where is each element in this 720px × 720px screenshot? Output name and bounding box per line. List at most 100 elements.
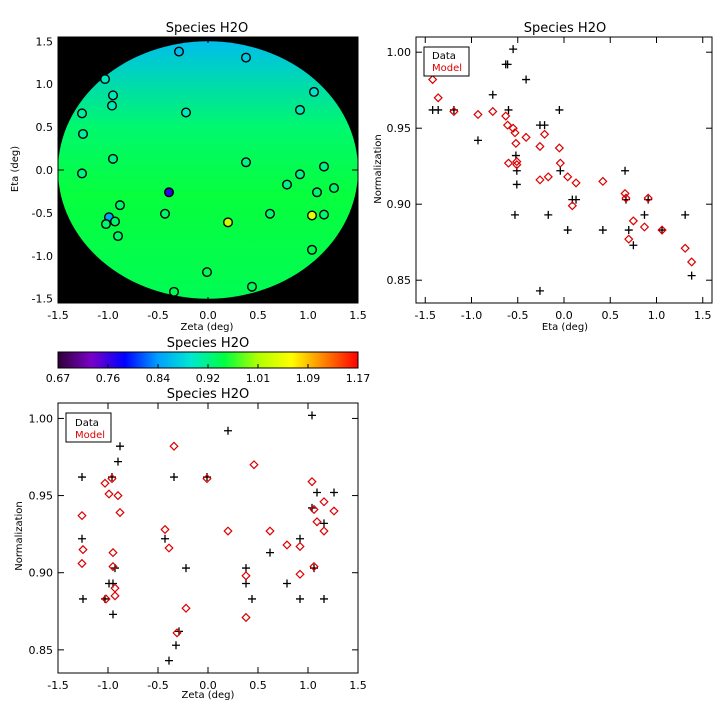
station-marker	[329, 183, 340, 194]
eta-chart-x-tick-label: 1.5	[694, 309, 712, 322]
colorbar-panel: Species H2O 0.67 0.76 0.84 0.92 1.01 1.09 1.17	[46, 336, 371, 385]
zeta-chart-model-point	[249, 460, 259, 470]
eta-chart-legend-model: Model	[432, 63, 462, 74]
zeta-chart-data-point	[224, 426, 232, 435]
zeta-chart-data-point	[320, 594, 328, 603]
zeta-chart-model-point	[160, 524, 170, 535]
station-marker	[246, 281, 257, 292]
zeta-chart-model-point	[329, 506, 339, 516]
eta-chart-data-point	[563, 226, 572, 235]
eta-chart-model-point	[535, 141, 545, 152]
zeta-chart-data-point	[78, 473, 86, 482]
zeta-chart-model-point	[309, 561, 319, 572]
station-marker	[100, 219, 111, 230]
heatmap-panel: Species H2O Zeta (deg) Eta (deg) -1.5 -1.…	[10, 21, 367, 333]
colorbar-tick-label: 0.67	[46, 372, 71, 385]
zeta-chart-model-point	[77, 558, 87, 569]
station-marker	[77, 128, 88, 139]
eta-chart-model-point	[502, 120, 513, 130]
eta-chart-y-axis-label: Normalization	[373, 134, 384, 204]
zeta-chart-y-tick-label: 0.95	[29, 490, 54, 503]
zeta-chart-model-point	[101, 594, 111, 604]
eta-chart-model-point	[657, 225, 667, 235]
eta-chart-data-point	[629, 241, 638, 250]
eta-chart-data-point	[624, 226, 633, 235]
eta-chart-model-point	[680, 243, 690, 253]
station-marker	[240, 157, 251, 168]
zeta-chart-data-point	[248, 594, 256, 603]
eta-chart-data-point	[658, 226, 667, 235]
eta-chart-data-point	[572, 195, 581, 204]
zeta-chart-x-axis-label: Zeta (deg)	[182, 690, 235, 701]
eta-chart-model-point	[473, 109, 483, 120]
station-marker	[319, 209, 330, 220]
eta-chart-model-point	[567, 201, 577, 211]
station-marker	[99, 74, 110, 85]
heatmap-y-tick-label: 0.5	[36, 121, 54, 134]
eta-chart-plot-area: -1.5 -1.0 -0.5 0.0 0.5 1.0 1.5 0.85 0.90 0.95 1.00	[387, 36, 713, 322]
zeta-chart-model-point	[108, 548, 118, 558]
heatmap-y-tick-label: -0.5	[32, 207, 53, 220]
zeta-chart-data-point	[170, 473, 178, 482]
eta-chart-data-point	[522, 75, 531, 84]
zeta-chart-model-point	[241, 612, 251, 623]
zeta-chart-data-point	[308, 411, 316, 420]
eta-chart-data-point	[687, 271, 696, 280]
zeta-chart-model-point	[319, 497, 329, 507]
eta-chart-model-point	[554, 143, 565, 153]
zeta-chart-model-point	[202, 473, 212, 484]
zeta-chart-data-point	[79, 594, 87, 603]
eta-chart-legend: Data Model	[423, 46, 470, 77]
eta-chart-y-tick-label: 1.00	[387, 46, 412, 59]
station-marker	[240, 52, 251, 63]
zeta-chart-background	[58, 403, 358, 673]
eta-chart-model-point	[643, 193, 653, 203]
station-marker	[222, 217, 233, 228]
zeta-chart-model-point	[104, 489, 114, 499]
zeta-chart-model-point	[172, 628, 182, 638]
station-marker	[201, 267, 212, 278]
eta-chart-data-point	[681, 210, 690, 219]
heatmap-x-tick-label: 1.5	[349, 309, 367, 322]
zeta-chart-data-point	[330, 488, 338, 497]
eta-chart-data-point	[488, 90, 497, 99]
heatmap-axes: -1.5 -1.0 -0.5 0.0 0.5 1.0 1.5 -1.5 -1.0 -0.5 0.0 0…	[32, 35, 367, 322]
heatmap-y-tick-label: 0.0	[36, 164, 54, 177]
heatmap-x-tick-label: -0.5	[147, 309, 168, 322]
zeta-chart-data-point	[116, 442, 124, 451]
zeta-chart-model-point	[295, 569, 305, 579]
eta-chart-model-point	[539, 129, 550, 139]
eta-chart-x-tick-label: -1.5	[415, 309, 436, 322]
zeta-chart-model-point	[181, 603, 191, 613]
zeta-chart-model-point	[113, 490, 123, 501]
eta-chart-model-point	[512, 156, 522, 167]
eta-chart-x-tick-label: -1.0	[461, 309, 482, 322]
zeta-chart-model-point	[241, 571, 251, 581]
zeta-chart-data-point	[266, 548, 274, 557]
zeta-chart-model-point	[319, 526, 329, 536]
heatmap-y-tick-label: -1.0	[32, 250, 53, 263]
eta-chart-x-tick-label: 1.0	[648, 309, 666, 322]
eta-chart-model-point	[511, 138, 521, 149]
zeta-chart-model-point	[78, 544, 88, 555]
eta-chart-data-point	[509, 45, 518, 54]
heatmap-field-disk	[58, 41, 358, 299]
zeta-chart-x-tick-label: -0.5	[147, 679, 168, 692]
zeta-chart-data-point	[320, 519, 328, 528]
eta-chart-data-point	[621, 166, 630, 175]
zeta-chart-y-axis-label: Normalization	[14, 501, 25, 571]
normalization-vs-zeta-panel: Species H2O Zeta (deg) Normalization -1.…	[14, 387, 367, 701]
zeta-chart-model-point	[169, 441, 179, 451]
zeta-chart-x-tick-label: 0.0	[199, 679, 217, 692]
eta-chart-title: Species H2O	[524, 21, 606, 36]
eta-chart-data-point	[510, 210, 519, 219]
colorbar-title: Species H2O	[167, 336, 249, 351]
eta-chart-x-tick-label: -0.5	[507, 309, 528, 322]
colorbar-tick-label: 1.09	[296, 372, 321, 385]
station-marker	[282, 179, 293, 190]
zeta-chart-data-point	[242, 564, 250, 573]
heatmap-plot-area	[58, 37, 358, 303]
zeta-chart-title: Species H2O	[167, 387, 249, 402]
zeta-chart-data-point	[296, 594, 304, 603]
